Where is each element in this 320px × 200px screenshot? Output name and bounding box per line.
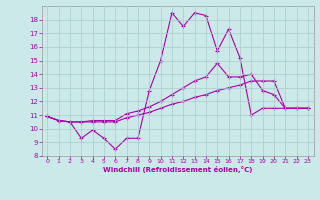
X-axis label: Windchill (Refroidissement éolien,°C): Windchill (Refroidissement éolien,°C) — [103, 166, 252, 173]
